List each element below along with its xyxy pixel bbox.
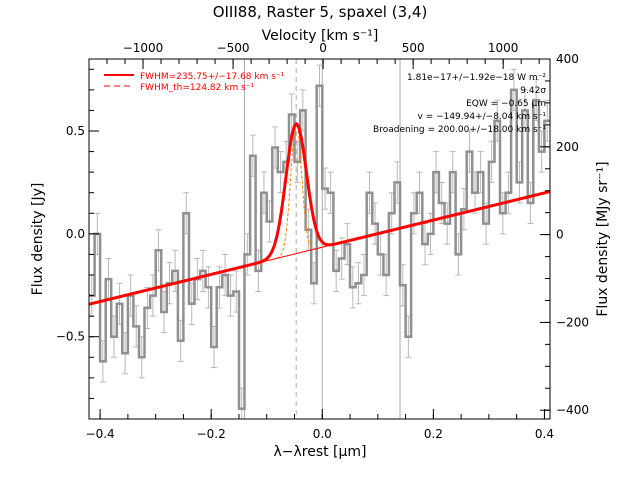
legend-label-fit: FWHM=235.75+/−17.68 km s⁻¹ (140, 72, 285, 82)
annotation-flux: 1.81e−17+/−1.92e−18 W m⁻² (407, 73, 546, 83)
spectrum-step-line (89, 84, 550, 410)
top-tick-label: −500 (217, 41, 250, 55)
top-tick-label: −1000 (123, 41, 164, 55)
right-tick-label: 200 (556, 140, 579, 154)
top-tick-label: 0 (319, 41, 327, 55)
legend: FWHM=235.75+/−17.68 km s⁻¹ FWHM_th=124.8… (104, 72, 285, 93)
x-tick-label: −0.4 (86, 427, 115, 441)
y-tick-label: 0.0 (66, 227, 85, 241)
fit-annotations: 1.81e−17+/−1.92e−18 W m⁻² 9.42σ EQW = −0… (373, 73, 546, 135)
continuum-line (88, 191, 551, 305)
plot-frame (88, 58, 551, 420)
annotation-significance: 9.42σ (520, 86, 546, 96)
x-tick-label: 0.4 (535, 427, 554, 441)
top-tick-label: 500 (402, 41, 425, 55)
right-tick-label: −200 (556, 315, 589, 329)
y-axis-label: Flux density [Jy] (30, 183, 46, 296)
legend-label-theory: FWHM_th=124.82 km s⁻¹ (140, 83, 255, 93)
axis-ticks: −0.4 −0.2 0.0 0.2 0.4 −1000 −500 0 500 1000 −0.5 0.… (56, 41, 589, 441)
right-tick-label: −400 (556, 403, 589, 417)
annotation-eqw: EQW = −0.65 μm (466, 99, 546, 109)
top-tick-label: 1000 (488, 41, 519, 55)
annotation-velocity: v = −149.94+/−8.04 km s⁻¹ (417, 112, 546, 122)
x-tick-label: −0.2 (197, 427, 226, 441)
annotation-broadening: Broadening = 200.00+/−18.00 km s⁻¹ (373, 125, 546, 135)
right-tick-label: 400 (556, 52, 579, 66)
x-tick-label: 0.2 (424, 427, 443, 441)
chart-title: OIII88, Raster 5, spaxel (3,4) (213, 3, 428, 21)
fit-line (88, 122, 551, 306)
x-tick-label: 0.0 (313, 427, 332, 441)
top-axis-label: Velocity [km s⁻¹] (262, 28, 379, 44)
y-tick-label: 0.5 (66, 124, 85, 138)
x-axis-label: λ−λrest [μm] (273, 444, 366, 460)
y-tick-label: −0.5 (56, 330, 85, 344)
right-axis-label: Flux density [MJy sr⁻¹] (595, 161, 611, 316)
right-tick-label: 0 (556, 228, 564, 242)
